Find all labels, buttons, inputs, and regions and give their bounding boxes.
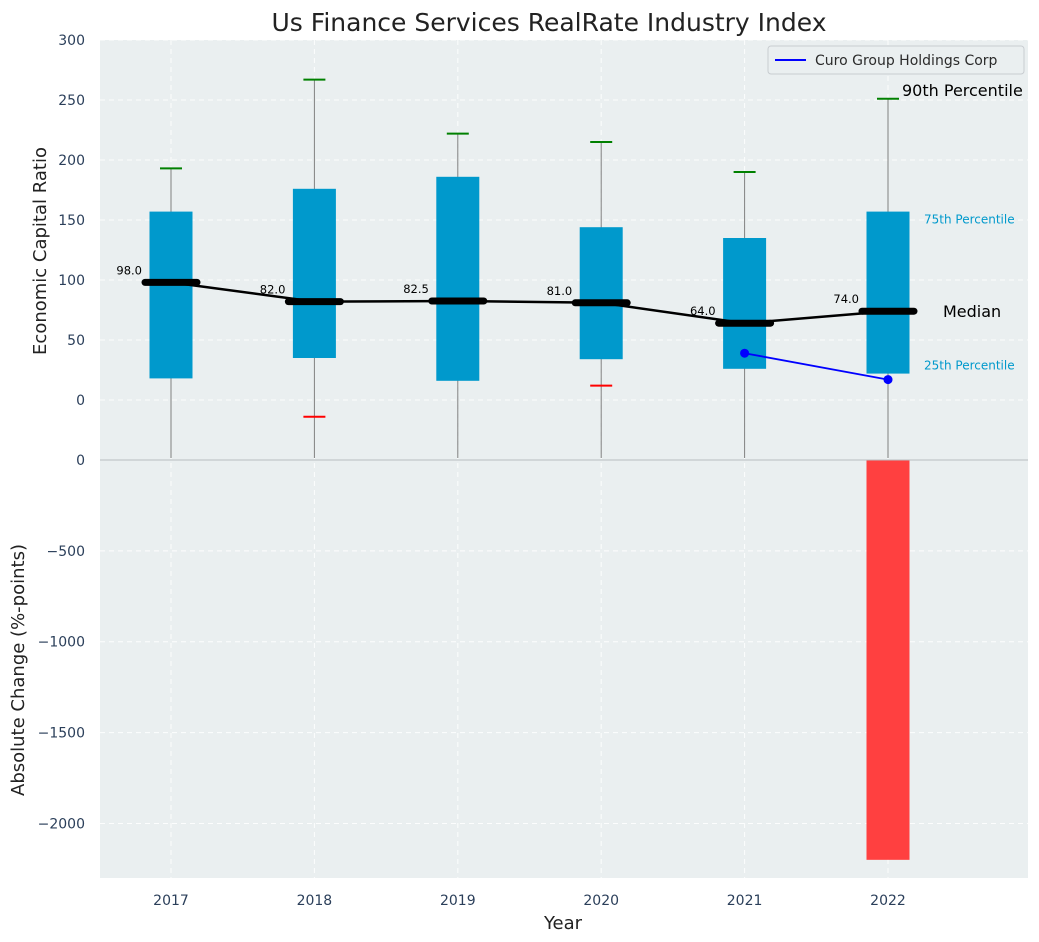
- x-tick-label: 2021: [727, 893, 763, 909]
- annotations: 90th Percentile 75th Percentile Median 25th…: [902, 81, 1023, 373]
- median-value-label: 81.0: [547, 284, 573, 298]
- median-value-label: 82.0: [260, 283, 286, 297]
- bottom-bars: [866, 460, 910, 860]
- x-tick-label: 2022: [870, 893, 906, 909]
- top-y-tick-label: 300: [58, 33, 85, 49]
- top-y-tick-label: 200: [58, 153, 85, 169]
- iqr-box: [866, 211, 910, 374]
- median-value-label: 98.0: [116, 263, 142, 277]
- median-value-label: 82.5: [403, 282, 429, 296]
- x-tick-label: 2018: [297, 893, 333, 909]
- top-y-tick-label: 0: [76, 393, 85, 409]
- iqr-box: [579, 227, 623, 360]
- x-tick-label: 2019: [440, 893, 476, 909]
- change-bar: [866, 460, 910, 860]
- top-y-axis-title: Economic Capital Ratio: [30, 147, 51, 355]
- iqr-box: [292, 188, 336, 358]
- median-value-label: 64.0: [690, 304, 716, 318]
- top-y-tick-label: 250: [58, 93, 85, 109]
- top-y-tick-label: 50: [67, 333, 85, 349]
- iqr-box: [723, 238, 767, 369]
- x-axis-title: Year: [543, 913, 583, 934]
- company-point: [883, 375, 893, 385]
- legend-box: [767, 45, 1025, 75]
- top-y-tick-label: 150: [58, 213, 85, 229]
- x-tick-label: 2020: [583, 893, 619, 909]
- iqr-box: [149, 211, 193, 379]
- bottom-y-tick-label: −1000: [38, 635, 85, 651]
- iqr-box: [436, 176, 480, 381]
- box-plots: [149, 78, 910, 458]
- legend: Curo Group Holdings Corp: [767, 45, 1025, 75]
- company-point: [740, 348, 750, 358]
- bottom-y-tick-label: −2000: [38, 816, 85, 832]
- median-value-label: 74.0: [833, 292, 859, 306]
- bottom-y-tick-label: −1500: [38, 726, 85, 742]
- company-line: [744, 352, 889, 381]
- annotation-median: Median: [943, 302, 1001, 321]
- x-tick-label: 2017: [153, 893, 189, 909]
- company-series: [740, 348, 893, 385]
- top-y-tick-label: 0: [76, 453, 85, 469]
- annotation-p75: 75th Percentile: [924, 213, 1015, 227]
- annotation-p90: 90th Percentile: [902, 81, 1023, 100]
- top-y-tick-label: 100: [58, 273, 85, 289]
- axes: 0 50 100 150 200 250 300 0 −500 −1000 −1500 −2000 20…: [38, 33, 1028, 909]
- median-series: 98.0 82.0 82.5 81.0 64.0 74.0: [116, 263, 918, 327]
- legend-label: Curo Group Holdings Corp: [815, 53, 998, 69]
- bottom-y-axis-title: Absolute Change (%-points): [8, 544, 29, 796]
- chart-title: Us Finance Services RealRate Industry In…: [272, 8, 827, 37]
- bottom-y-tick-label: −500: [47, 544, 85, 560]
- annotation-p25: 25th Percentile: [924, 359, 1015, 373]
